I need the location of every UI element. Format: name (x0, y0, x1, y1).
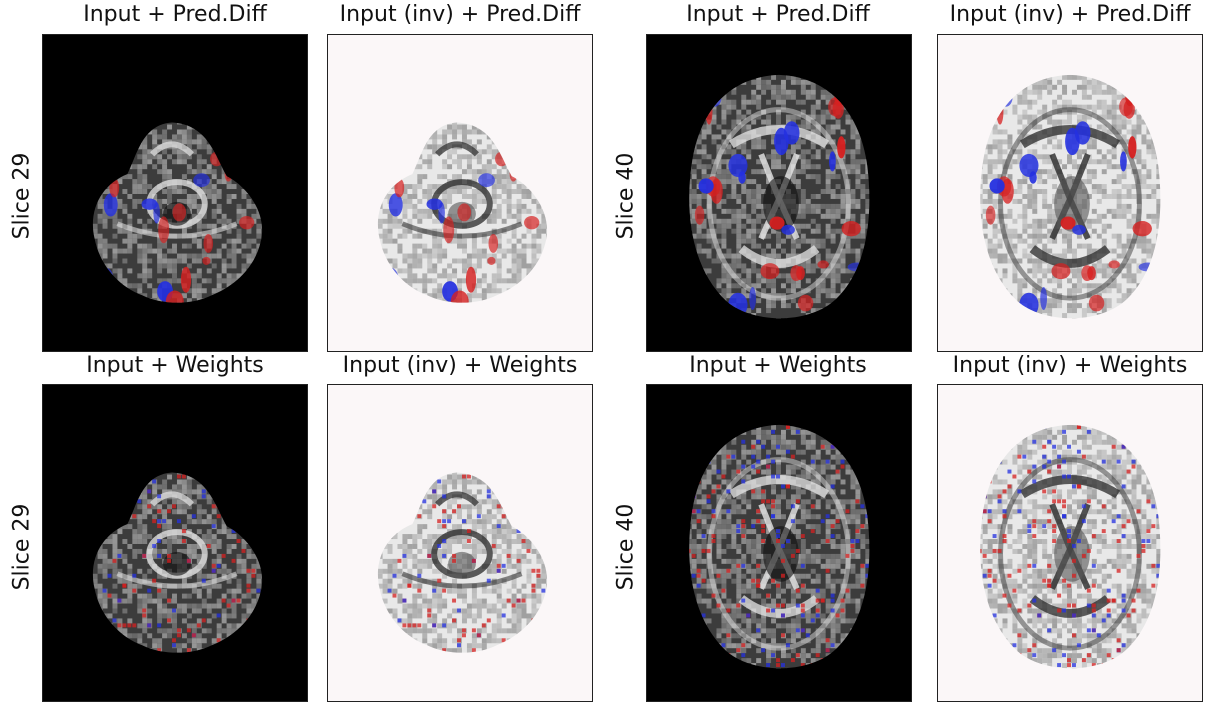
title-slice29-input-pred: Input + Pred.Diff (83, 2, 267, 27)
title-slice40-input-pred: Input + Pred.Diff (686, 2, 870, 27)
brain-image-slice29-input-weights (43, 385, 307, 701)
brain-image-slice29-inv-weights (328, 385, 592, 701)
brain-panel-slice40-inv-weights (937, 384, 1203, 702)
brain-panel-slice40-input-weights (646, 384, 912, 702)
brain-image-slice29-inv-pred (328, 35, 592, 351)
brain-panel-slice29-inv-weights (327, 384, 593, 702)
brain-image-slice40-input-weights (647, 385, 911, 701)
brain-image-slice29-input-pred (43, 35, 307, 351)
brain-panel-slice29-inv-pred (327, 34, 593, 352)
brain-image-slice40-inv-pred (938, 35, 1202, 351)
row-label-slice-29-bottom: Slice 29 (9, 503, 35, 591)
row-label-slice-40-top: Slice 40 (613, 152, 639, 240)
brain-panel-slice40-input-pred (646, 34, 912, 352)
brain-image-slice40-input-pred (647, 35, 911, 351)
brain-panel-slice40-inv-pred (937, 34, 1203, 352)
brain-image-slice40-inv-weights (938, 385, 1202, 701)
title-slice40-input-weights: Input + Weights (689, 353, 867, 378)
title-slice29-input-weights: Input + Weights (86, 353, 264, 378)
brain-panel-slice29-input-pred (42, 34, 308, 352)
title-slice40-inv-pred: Input (inv) + Pred.Diff (949, 2, 1191, 27)
row-label-slice-29-top: Slice 29 (9, 152, 35, 240)
title-slice40-inv-weights: Input (inv) + Weights (952, 353, 1188, 378)
title-slice29-inv-pred: Input (inv) + Pred.Diff (339, 2, 581, 27)
row-label-slice-40-bottom: Slice 40 (613, 503, 639, 591)
brain-panel-slice29-input-weights (42, 384, 308, 702)
title-slice29-inv-weights: Input (inv) + Weights (342, 353, 578, 378)
